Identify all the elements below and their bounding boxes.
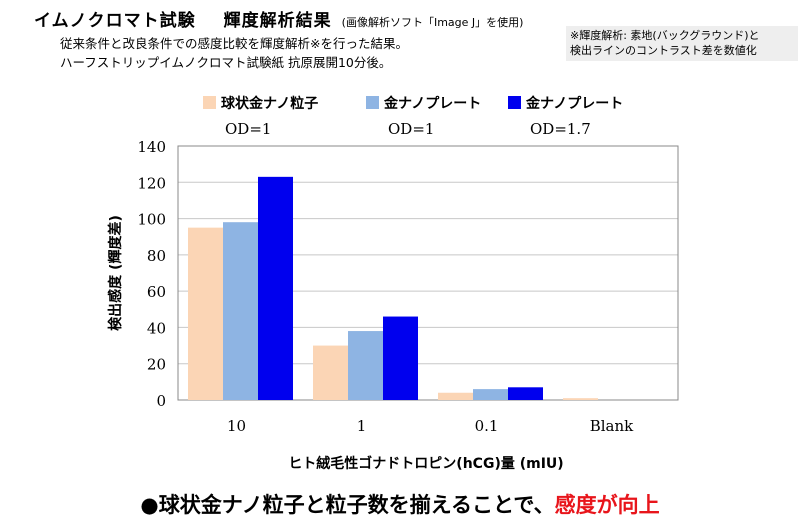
bar-series-3-0 — [258, 176, 293, 400]
footnote-line-1: ※輝度解析: 素地(バックグラウンド)と — [570, 29, 760, 42]
bar-series-3-2 — [508, 387, 543, 400]
x-tick-labels: 10 1 0.1 Blank — [227, 417, 634, 435]
legend-label-3: 金ナノプレート — [525, 95, 623, 112]
description: 従来条件と改良条件での感度比較を輝度解析※を行った結果。 ハーフストリップイムノ… — [60, 34, 408, 72]
y-tick-labels: 0 20 40 60 80 100 120 140 — [137, 138, 166, 410]
legend-sublabel-3: OD=1.7 — [530, 120, 591, 138]
bar-series-1-2 — [438, 392, 473, 400]
footnote-line-2: 検出ラインのコントラスト差を数値化 — [570, 44, 757, 57]
title-subtitle: (画像解析ソフト「Image J」を使用) — [341, 16, 524, 29]
bar-chart: 球状金ナノ粒子 OD=1 金ナノプレート OD=1 金ナノプレート OD=1.7 0 20 4… — [107, 95, 679, 472]
title-main: イムノクロマト試験 — [34, 11, 196, 31]
x-tick-label: 1 — [357, 417, 367, 435]
conclusion: ●球状金ナノ粒子と粒子数を揃えることで、感度が向上 — [0, 489, 800, 519]
bar-series-1-0 — [188, 227, 223, 400]
legend-swatch-2 — [366, 96, 379, 109]
legend-label-1: 球状金ナノ粒子 — [221, 95, 318, 112]
legend-sublabel-1: OD=1 — [225, 120, 271, 138]
title-result: 輝度解析結果 — [223, 11, 332, 31]
y-axis-label: 検出感度 (輝度差) — [107, 215, 124, 331]
chart-legend: 球状金ナノ粒子 OD=1 金ナノプレート OD=1 金ナノプレート OD=1.7 — [203, 95, 623, 138]
y-tick-label: 120 — [137, 174, 166, 192]
y-tick-label: 100 — [137, 211, 166, 229]
conclusion-text: ●球状金ナノ粒子と粒子数を揃えることで、 — [140, 493, 555, 517]
bar-series-2-1 — [348, 331, 383, 400]
x-tick-label: Blank — [590, 417, 634, 435]
legend-swatch-1 — [203, 96, 216, 109]
x-tick-label: 10 — [227, 417, 246, 435]
bar-series-1-3 — [563, 398, 598, 400]
page-title: イムノクロマト試験 輝度解析結果 (画像解析ソフト「Image J」を使用) — [34, 6, 523, 31]
legend-sublabel-2: OD=1 — [388, 120, 434, 138]
y-tick-label: 0 — [156, 392, 166, 410]
y-tick-label: 140 — [137, 138, 166, 156]
x-tick-label: 0.1 — [475, 417, 499, 435]
bar-series-2-2 — [473, 389, 508, 400]
legend-swatch-3 — [508, 96, 521, 109]
legend-label-2: 金ナノプレート — [383, 95, 481, 112]
y-tick-label: 20 — [147, 356, 166, 374]
bar-series-1-1 — [313, 345, 348, 400]
x-axis-label: ヒト絨毛性ゴナドトロピン(hCG)量 (mIU) — [288, 455, 563, 472]
y-tick-label: 40 — [147, 319, 166, 337]
y-tick-label: 60 — [147, 283, 166, 301]
conclusion-highlight: 感度が向上 — [554, 493, 660, 517]
footnote-box: ※輝度解析: 素地(バックグラウンド)と 検出ラインのコントラスト差を数値化 — [566, 26, 798, 61]
plot-area — [177, 145, 679, 401]
description-line-2: ハーフストリップイムノクロマト試験紙 抗原展開10分後。 — [60, 55, 392, 70]
bar-series-2-0 — [223, 222, 258, 400]
y-tick-label: 80 — [147, 247, 166, 265]
description-line-1: 従来条件と改良条件での感度比較を輝度解析※を行った結果。 — [60, 36, 408, 51]
chart-bars — [188, 176, 598, 400]
bar-series-3-1 — [383, 316, 418, 400]
